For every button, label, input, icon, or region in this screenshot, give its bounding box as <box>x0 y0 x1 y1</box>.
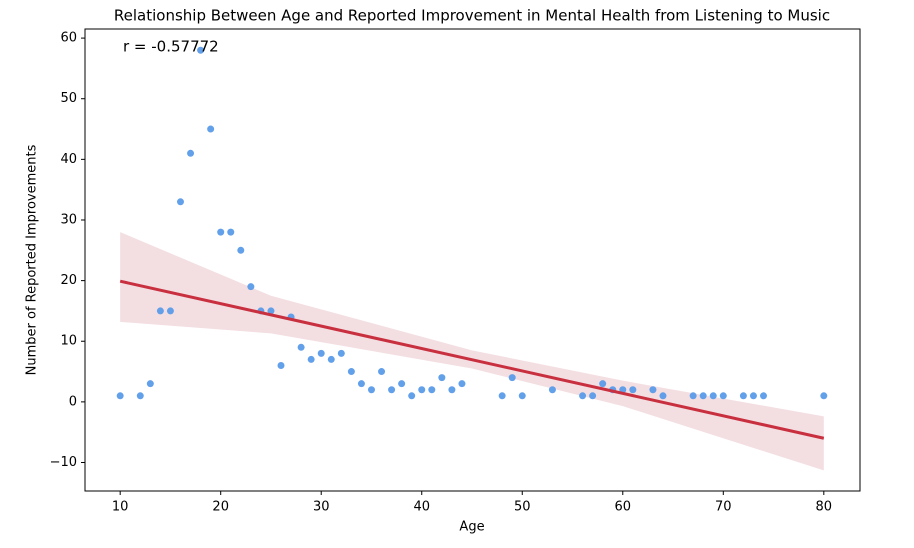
data-point <box>458 380 466 388</box>
data-point <box>709 392 717 400</box>
data-point <box>116 392 124 400</box>
data-point <box>760 392 768 400</box>
data-point <box>166 307 174 315</box>
data-point <box>719 392 727 400</box>
data-point <box>438 374 446 382</box>
data-point <box>156 307 164 315</box>
annotation: r = -0.57772 <box>123 38 219 56</box>
x-tick-label: 50 <box>514 500 531 515</box>
data-point <box>367 386 375 394</box>
data-point <box>207 125 215 133</box>
data-point <box>146 380 154 388</box>
data-point <box>398 380 406 388</box>
data-point <box>197 46 205 54</box>
data-point <box>277 361 285 369</box>
data-point <box>498 392 506 400</box>
data-point <box>448 386 456 394</box>
data-point <box>699 392 707 400</box>
y-tick-label: 30 <box>60 212 77 227</box>
x-tick-label: 70 <box>715 500 732 515</box>
data-point <box>629 386 637 394</box>
x-tick-label: 80 <box>816 500 833 515</box>
plot-frame <box>84 28 861 492</box>
data-point <box>689 392 697 400</box>
chart-title: Relationship Between Age and Reported Im… <box>114 7 830 25</box>
data-point <box>317 349 325 357</box>
data-point <box>518 392 526 400</box>
y-tick-label: 40 <box>60 152 77 167</box>
data-point <box>649 386 657 394</box>
y-tick-label: 10 <box>60 334 77 349</box>
data-point <box>378 368 386 376</box>
regression-line <box>119 279 825 440</box>
x-tick-label: 60 <box>615 500 632 515</box>
data-point <box>659 392 667 400</box>
data-point <box>327 355 335 363</box>
data-point <box>508 374 516 382</box>
data-point <box>337 349 345 357</box>
data-point <box>820 392 828 400</box>
x-tick-label: 40 <box>413 500 430 515</box>
y-tick-label: −10 <box>50 455 77 470</box>
x-tick-label: 20 <box>212 500 229 515</box>
data-point <box>136 392 144 400</box>
x-axis-label: Age <box>459 520 484 535</box>
data-point <box>739 392 747 400</box>
data-point <box>347 368 355 376</box>
x-tick-label: 10 <box>112 500 129 515</box>
data-point <box>227 228 235 236</box>
data-point <box>217 228 225 236</box>
data-point <box>408 392 416 400</box>
data-point <box>267 307 275 315</box>
data-point <box>579 392 587 400</box>
y-tick-label: 60 <box>60 31 77 46</box>
data-point <box>247 283 255 291</box>
data-point <box>418 386 426 394</box>
data-point <box>187 149 195 157</box>
y-axis-label: Number of Reported Improvements <box>25 144 40 375</box>
data-point <box>388 386 396 394</box>
data-point <box>237 246 245 254</box>
data-point <box>548 386 556 394</box>
data-point <box>589 392 597 400</box>
y-tick-label: 0 <box>69 394 77 409</box>
data-point <box>428 386 436 394</box>
y-tick-label: 50 <box>60 91 77 106</box>
data-point <box>307 355 315 363</box>
data-point <box>357 380 365 388</box>
x-tick-label: 30 <box>313 500 330 515</box>
data-point <box>176 198 184 206</box>
data-point <box>599 380 607 388</box>
data-point <box>749 392 757 400</box>
y-tick-label: 20 <box>60 273 77 288</box>
data-point <box>297 343 305 351</box>
confidence-band <box>120 232 824 471</box>
